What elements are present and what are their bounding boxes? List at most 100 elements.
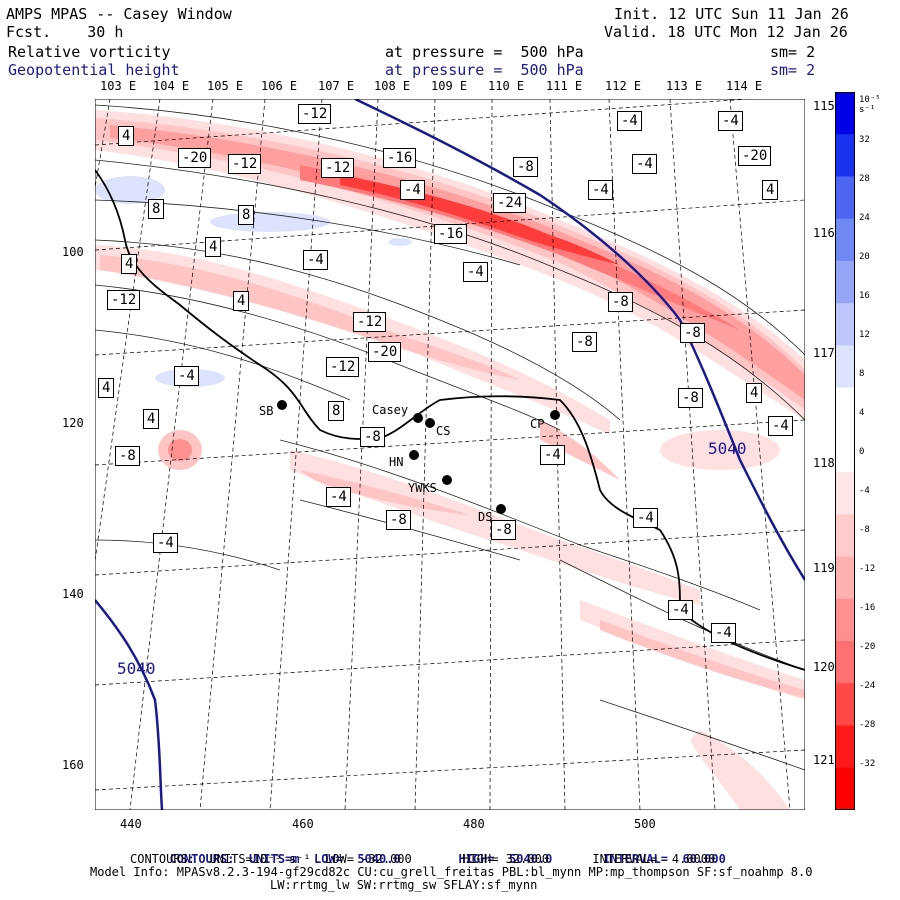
colorbar-label: 32	[859, 135, 870, 145]
vorticity-contour-label: 4	[746, 383, 763, 403]
colorbar-label: 20	[859, 252, 870, 262]
colorbar-band	[835, 303, 855, 346]
vorticity-contour-label: -8	[572, 332, 597, 352]
vorticity-contour-label: -4	[174, 366, 199, 386]
vorticity-contour-label: -8	[678, 388, 703, 408]
colorbar-label: 8	[859, 369, 865, 379]
station-label: SB	[259, 404, 274, 418]
vorticity-contour-label: -8	[680, 323, 705, 343]
footer-vorticity-contours: CONTOURS: UNITS=10⁻⁵ s⁻¹ LOW= -32.000 HI…	[130, 852, 716, 866]
colorbar-label: -8	[859, 525, 870, 535]
field2-level: at pressure = 500 hPa	[385, 61, 584, 79]
station-label: CP	[530, 417, 545, 431]
lon-label-top: 111 E	[546, 79, 583, 93]
colorbar-band	[835, 260, 855, 304]
height-contour-5040-east	[354, 99, 805, 581]
colorbar-band	[835, 92, 855, 135]
vorticity-contour-label: -4	[668, 600, 693, 620]
x-axis-tick: 480	[463, 817, 485, 831]
valid-time: Valid. 18 UTC Mon 12 Jan 26	[604, 23, 848, 41]
height-contour-label: 5040	[117, 659, 156, 678]
vorticity-contour-label: -12	[298, 104, 332, 124]
station-label: CS	[436, 424, 451, 438]
vorticity-contour-label: -12	[353, 312, 387, 332]
vorticity-contour-label: -20	[738, 146, 772, 166]
vorticity-contour-label: -24	[493, 193, 527, 213]
field1-smoothing: sm= 2	[770, 43, 816, 61]
lon-label-top: 104 E	[153, 79, 190, 93]
app-title: AMPS MPAS -- Casey Window	[6, 5, 232, 23]
x-axis-tick: 440	[120, 817, 142, 831]
lon-label-top: 108 E	[374, 79, 411, 93]
vorticity-contour-label: -8	[513, 157, 538, 177]
station-label: Casey	[372, 403, 409, 417]
vorticity-contour-label: -8	[386, 510, 411, 530]
colorbar-band	[835, 134, 855, 177]
field1-name: Relative vorticity	[8, 43, 171, 61]
vorticity-contour-label: -12	[321, 158, 355, 178]
vorticity-map-plot	[95, 99, 805, 810]
y-axis-tick: 140	[62, 587, 84, 601]
colorbar-band	[835, 556, 855, 600]
station-label: DS	[478, 510, 493, 524]
vorticity-contour-label: -4	[617, 111, 642, 131]
station-label: YWKS	[408, 481, 437, 495]
lat-lon-grid	[95, 99, 805, 810]
colorbar-band	[835, 176, 855, 220]
vorticity-contour-label: -12	[228, 154, 262, 174]
vorticity-contour-label: 4	[762, 180, 779, 200]
colorbar-label: -12	[859, 564, 876, 574]
colorbar	[835, 92, 855, 810]
lon-label-top: 110 E	[488, 79, 525, 93]
y-axis-tick: 100	[62, 245, 84, 259]
footer-model-info: Model Info: MPASv8.2.3-194-gf29cd82c CU:…	[90, 865, 813, 879]
vorticity-contour-label: -4	[633, 508, 658, 528]
vorticity-contour-label: -4	[400, 180, 425, 200]
vorticity-contour-label: -4	[153, 533, 178, 553]
vorticity-contour-label: -4	[632, 154, 657, 174]
field1-level: at pressure = 500 hPa	[385, 43, 584, 61]
colorbar-band	[835, 767, 855, 810]
coastline	[95, 169, 805, 671]
vorticity-contour-label: 4	[205, 237, 222, 257]
colorbar-label: 16	[859, 291, 870, 301]
colorbar-label: 4	[859, 408, 865, 418]
vorticity-contour-label: 8	[148, 199, 165, 219]
vorticity-contour-label: -12	[326, 357, 360, 377]
vorticity-contour-label: -8	[491, 520, 516, 540]
lon-label-top: 113 E	[666, 79, 703, 93]
colorbar-band	[835, 345, 855, 389]
vorticity-contour-label: 4	[233, 291, 250, 311]
colorbar-band	[835, 429, 855, 473]
colorbar-band	[835, 514, 855, 558]
vorticity-contour-label: -12	[107, 290, 141, 310]
field2-smoothing: sm= 2	[770, 61, 816, 79]
colorbar-band	[835, 598, 855, 642]
vorticity-contour-label: -4	[768, 416, 793, 436]
colorbar-band	[835, 218, 855, 262]
vorticity-contour-label: -8	[360, 427, 385, 447]
station-markers	[277, 400, 560, 514]
footer-height-contours: CONTOURS: UNITS=m LOW= 5040.0 HIGH= 5040…	[169, 852, 726, 866]
colorbar-label: -32	[859, 759, 876, 769]
colorbar-band	[835, 472, 855, 515]
colorbar-units: 10⁻⁵ s⁻¹	[859, 95, 881, 115]
colorbar-label: 28	[859, 174, 870, 184]
colorbar-label: -24	[859, 681, 876, 691]
vorticity-contour-label: 4	[118, 126, 135, 146]
y-axis-tick: 160	[62, 758, 84, 772]
vorticity-contour-label: -16	[383, 148, 417, 168]
vorticity-contour-label: -16	[434, 224, 468, 244]
vorticity-contour-label: -20	[178, 148, 212, 168]
height-contour-5040-west	[95, 599, 164, 810]
x-axis-tick: 500	[634, 817, 656, 831]
vorticity-contour-label: -4	[588, 180, 613, 200]
colorbar-band	[835, 641, 855, 684]
colorbar-label: -20	[859, 642, 876, 652]
vorticity-contour-label: 4	[121, 254, 138, 274]
vorticity-contour-label: -4	[326, 487, 351, 507]
lon-label-top: 114 E	[726, 79, 763, 93]
vorticity-contour-label: 8	[328, 401, 345, 421]
vorticity-contour-label: -4	[711, 623, 736, 643]
vorticity-contour-label: 4	[143, 409, 160, 429]
